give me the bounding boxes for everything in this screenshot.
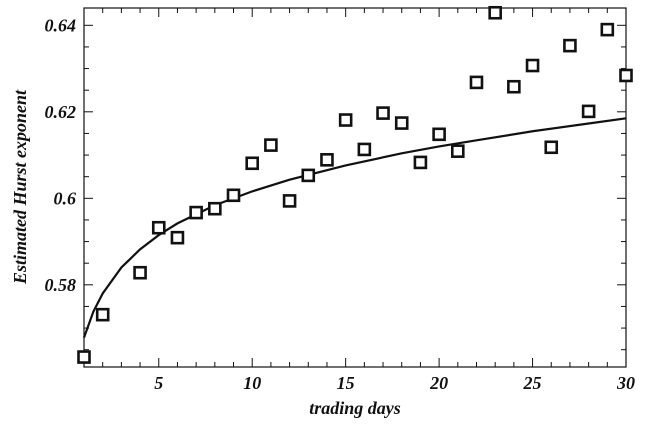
x-tick-label: 20 [429, 373, 448, 393]
data-point [133, 265, 147, 280]
x-axis-title: trading days [309, 398, 401, 418]
data-point [301, 168, 316, 183]
data-point [563, 38, 577, 53]
data-point [95, 307, 110, 322]
data-point [282, 194, 297, 208]
y-tick-label: 0.6 [54, 188, 77, 208]
data-point [77, 350, 91, 364]
data-point [413, 155, 428, 170]
x-tick-label: 15 [337, 373, 355, 393]
data-point [245, 156, 260, 171]
data-point [226, 188, 241, 203]
data-point [488, 5, 502, 20]
y-axis-ticks: 0.58 0.6 0.62 0.64 [45, 15, 626, 351]
data-points [77, 5, 633, 364]
x-tick-label: 5 [154, 373, 163, 393]
y-axis-title: Estimated Hurst exponent [10, 89, 30, 285]
data-point [338, 113, 353, 127]
data-point [376, 106, 390, 120]
data-point [581, 104, 596, 119]
data-point [189, 205, 203, 220]
fit-curve [82, 117, 627, 338]
data-point [600, 22, 615, 37]
data-point [394, 116, 409, 130]
data-point [469, 75, 484, 90]
y-tick-label: 0.64 [45, 15, 77, 35]
x-tick-label: 25 [523, 373, 542, 393]
data-point [507, 79, 521, 94]
y-tick-label: 0.62 [45, 102, 77, 122]
x-tick-label: 30 [616, 373, 635, 393]
data-point [525, 58, 540, 73]
data-point [619, 68, 633, 83]
data-point [170, 230, 185, 245]
x-axis-ticks: 5 10 15 20 25 30 [83, 8, 635, 393]
plot-frame [83, 7, 627, 368]
data-point [208, 201, 222, 216]
y-tick-label: 0.58 [45, 275, 77, 295]
data-point [432, 127, 446, 142]
data-point [450, 144, 465, 158]
data-point [320, 153, 334, 167]
data-point [264, 138, 278, 152]
data-point [544, 140, 559, 155]
data-point [357, 142, 372, 157]
x-tick-label: 10 [243, 373, 261, 393]
data-point [151, 220, 166, 235]
